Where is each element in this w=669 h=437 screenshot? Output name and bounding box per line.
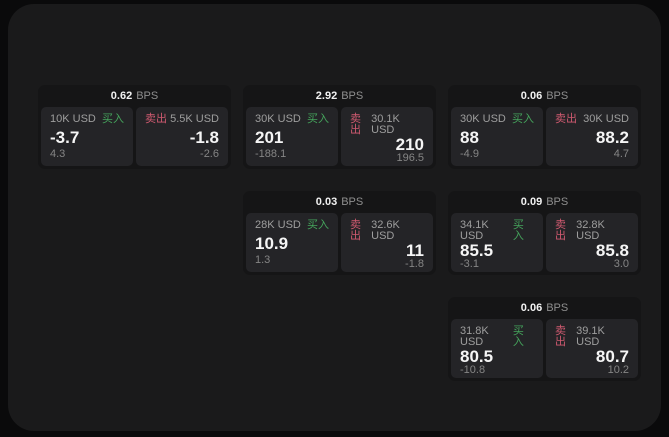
- sell-pane[interactable]: 卖出 30K USD 88.2 4.7: [546, 107, 638, 166]
- sell-price: 11: [406, 241, 424, 260]
- buy-notional: 10K USD: [50, 113, 96, 125]
- sell-side-label: 卖出: [145, 113, 167, 125]
- buy-side-label: 买入: [307, 219, 329, 231]
- buy-price: 201: [255, 127, 284, 147]
- quote-panes: 34.1K USD 买入 85.5 -3.1 卖出 32.8K USD 85.8…: [448, 213, 641, 272]
- bps-card-4: 0.03 BPS 28K USD 买入 10.9 1.3 卖出 32.6K US…: [243, 191, 436, 275]
- buy-price: 88: [460, 127, 479, 147]
- app-panel: 0.62 BPS 10K USD 买入 -3.7 4.3 卖出 5.5K USD: [8, 4, 661, 431]
- card-header: 0.06 BPS: [448, 297, 641, 319]
- sell-notional: 30.1K USD: [371, 113, 400, 136]
- bps-value: 0.09: [520, 195, 543, 208]
- buy-side-label: 买入: [307, 113, 329, 125]
- sell-price: 210: [395, 135, 424, 154]
- buy-notional: 31.8K USD: [460, 325, 489, 348]
- sell-notional: 39.1K USD: [576, 325, 605, 348]
- card-header: 0.62 BPS: [38, 85, 231, 107]
- bps-value: 0.62: [110, 89, 133, 102]
- card-header: 0.03 BPS: [243, 191, 436, 213]
- bps-unit-label: BPS: [136, 89, 159, 102]
- bps-card-1: 0.62 BPS 10K USD 买入 -3.7 4.3 卖出 5.5K USD: [38, 85, 231, 169]
- sell-pane[interactable]: 卖出 5.5K USD -1.8 -2.6: [136, 107, 228, 166]
- sell-notional: 32.8K USD: [576, 219, 605, 242]
- bps-unit-label: BPS: [546, 89, 569, 102]
- buy-side-label: 买入: [512, 219, 524, 242]
- buy-pane[interactable]: 10K USD 买入 -3.7 4.3: [41, 107, 133, 166]
- bps-value: 2.92: [315, 89, 338, 102]
- sell-pane[interactable]: 卖出 32.8K USD 85.8 3.0: [546, 213, 638, 272]
- sell-notional: 32.6K USD: [371, 219, 400, 242]
- buy-price: 80.5: [460, 347, 494, 366]
- buy-pane[interactable]: 34.1K USD 买入 85.5 -3.1: [451, 213, 543, 272]
- buy-sub-value: -3.1: [460, 258, 479, 270]
- buy-pane[interactable]: 31.8K USD 买入 80.5 -10.8: [451, 319, 543, 378]
- card-header: 2.92 BPS: [243, 85, 436, 107]
- quote-panes: 31.8K USD 买入 80.5 -10.8 卖出 39.1K USD 80.…: [448, 319, 641, 378]
- sell-side-label: 卖出: [350, 219, 361, 242]
- sell-notional: 5.5K USD: [170, 113, 219, 125]
- sell-side-label: 卖出: [350, 113, 361, 136]
- sell-sub-value: 196.5: [396, 152, 424, 164]
- sell-notional: 30K USD: [583, 113, 629, 125]
- sell-price: 80.7: [595, 347, 629, 366]
- quote-panes: 10K USD 买入 -3.7 4.3 卖出 5.5K USD -1.8 -2.…: [38, 107, 231, 166]
- quote-panes: 30K USD 买入 88 -4.9 卖出 30K USD 88.2 4.7: [448, 107, 641, 166]
- quote-panes: 28K USD 买入 10.9 1.3 卖出 32.6K USD 11 -1.8: [243, 213, 436, 272]
- buy-sub-value: -188.1: [255, 148, 287, 160]
- buy-pane[interactable]: 30K USD 买入 88 -4.9: [451, 107, 543, 166]
- sell-pane[interactable]: 卖出 32.6K USD 11 -1.8: [341, 213, 433, 272]
- sell-sub-value: 4.7: [613, 148, 629, 160]
- buy-sub-value: 4.3: [50, 148, 66, 160]
- buy-price: 85.5: [460, 241, 494, 260]
- bps-value: 0.06: [520, 301, 543, 314]
- bps-unit-label: BPS: [546, 195, 569, 208]
- buy-price: -3.7: [50, 127, 80, 147]
- buy-notional: 30K USD: [460, 113, 506, 125]
- buy-side-label: 买入: [512, 325, 524, 348]
- buy-side-label: 买入: [102, 113, 124, 125]
- buy-sub-value: -4.9: [460, 148, 479, 160]
- sell-side-label: 卖出: [555, 219, 566, 242]
- bps-card-2: 2.92 BPS 30K USD 买入 201 -188.1 卖出 30.1K …: [243, 85, 436, 169]
- sell-side-label: 卖出: [555, 325, 566, 348]
- buy-notional: 30K USD: [255, 113, 301, 125]
- sell-pane[interactable]: 卖出 30.1K USD 210 196.5: [341, 107, 433, 166]
- bps-unit-label: BPS: [341, 195, 364, 208]
- bps-card-6: 0.06 BPS 31.8K USD 买入 80.5 -10.8 卖出 39.1…: [448, 297, 641, 381]
- buy-price: 10.9: [255, 233, 289, 253]
- buy-pane[interactable]: 28K USD 买入 10.9 1.3: [246, 213, 338, 272]
- buy-notional: 34.1K USD: [460, 219, 489, 242]
- sell-price: -1.8: [189, 127, 219, 147]
- sell-price: 88.2: [595, 127, 629, 147]
- bps-unit-label: BPS: [546, 301, 569, 314]
- bps-card-3: 0.06 BPS 30K USD 买入 88 -4.9 卖出 30K USD: [448, 85, 641, 169]
- sell-side-label: 卖出: [555, 113, 577, 125]
- buy-notional: 28K USD: [255, 219, 301, 231]
- card-header: 0.06 BPS: [448, 85, 641, 107]
- sell-sub-value: 10.2: [607, 364, 629, 376]
- sell-pane[interactable]: 卖出 39.1K USD 80.7 10.2: [546, 319, 638, 378]
- bps-unit-label: BPS: [341, 89, 364, 102]
- buy-sub-value: -10.8: [460, 364, 486, 376]
- buy-side-label: 买入: [512, 113, 534, 125]
- bps-value: 0.06: [520, 89, 543, 102]
- sell-sub-value: 3.0: [613, 258, 629, 270]
- buy-sub-value: 1.3: [255, 254, 271, 266]
- sell-price: 85.8: [595, 241, 629, 260]
- card-header: 0.09 BPS: [448, 191, 641, 213]
- buy-pane[interactable]: 30K USD 买入 201 -188.1: [246, 107, 338, 166]
- sell-sub-value: -2.6: [200, 148, 219, 160]
- bps-card-5: 0.09 BPS 34.1K USD 买入 85.5 -3.1 卖出 32.8K…: [448, 191, 641, 275]
- sell-sub-value: -1.8: [405, 258, 424, 270]
- quote-panes: 30K USD 买入 201 -188.1 卖出 30.1K USD 210 1…: [243, 107, 436, 166]
- bps-value: 0.03: [315, 195, 338, 208]
